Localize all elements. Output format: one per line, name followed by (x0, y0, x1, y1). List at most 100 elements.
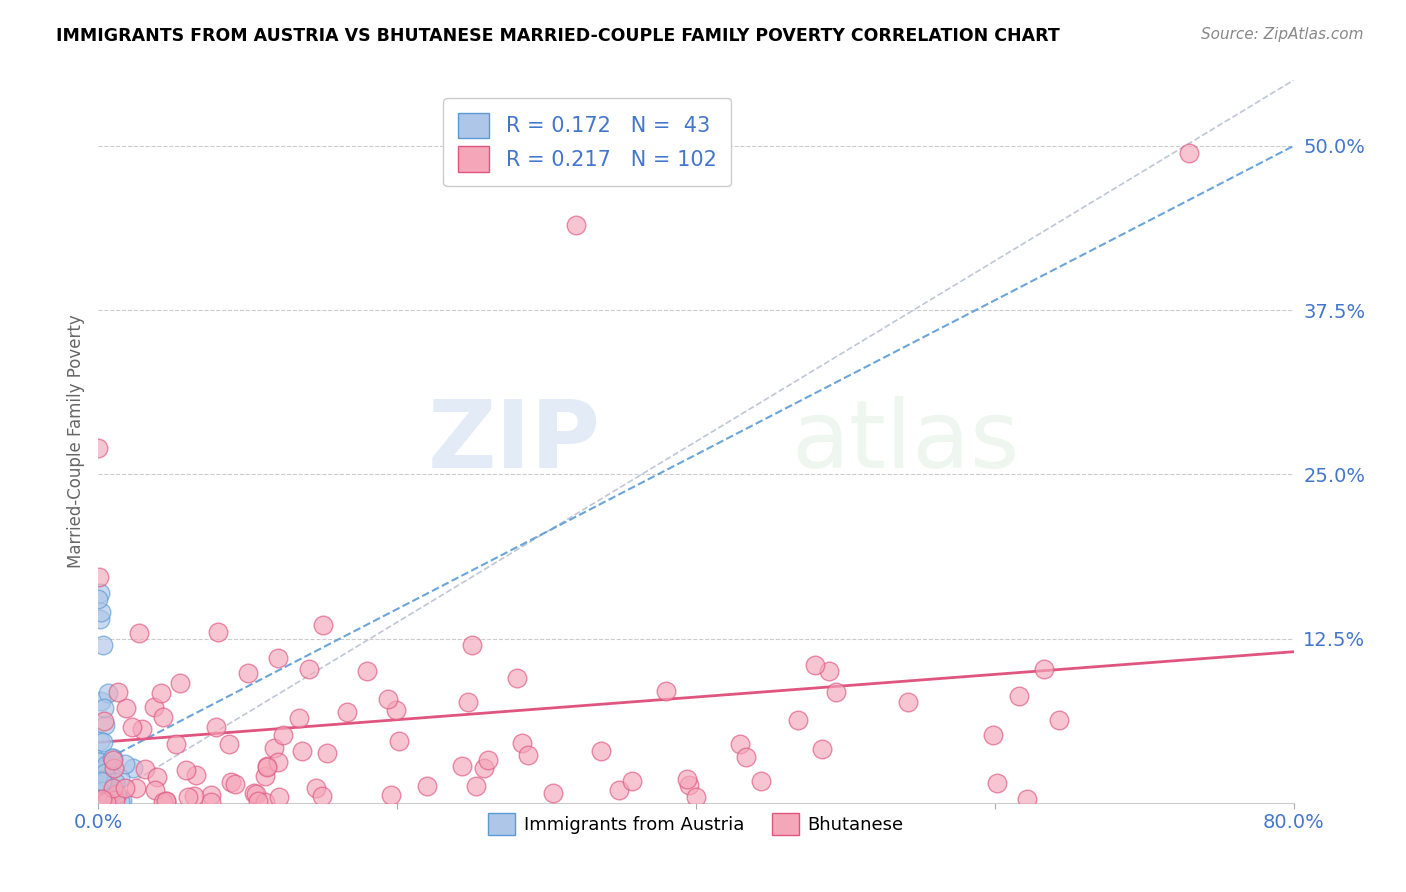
Point (93, 775, 115, 789)
Point (986, 775, 1008, 789)
Point (90, 778, 112, 792)
Point (245, 788, 267, 802)
Point (380, 788, 402, 802)
Point (224, 777, 246, 791)
Point (94, 766, 117, 780)
Point (336, 705, 359, 719)
Point (183, 789, 205, 804)
Point (90, 778, 112, 792)
Point (200, 789, 222, 803)
Point (134, 762, 156, 776)
Point (97, 686, 120, 700)
Point (97, 789, 120, 804)
Point (91, 783, 114, 797)
Point (165, 738, 187, 752)
Point (87, 754, 110, 768)
Point (87, 441, 110, 455)
Point (91, 778, 114, 792)
Point (451, 759, 474, 773)
Point (804, 657, 827, 672)
Point (98, 781, 121, 796)
Point (93, 718, 115, 732)
Point (186, 767, 208, 781)
Legend: Immigrants from Austria, Bhutanese: Immigrants from Austria, Bhutanese (479, 805, 912, 845)
Point (311, 618, 333, 632)
Point (169, 675, 191, 690)
Point (94, 758, 117, 772)
Point (146, 770, 169, 784)
Point (89, 734, 111, 748)
Point (356, 665, 378, 679)
Point (89, 768, 111, 782)
Point (155, 794, 177, 808)
Point (243, 786, 266, 800)
Point (105, 787, 128, 801)
Point (200, 795, 222, 809)
Point (93, 791, 115, 805)
Point (254, 796, 277, 810)
Point (728, 737, 751, 751)
Point (207, 625, 229, 640)
Point (787, 713, 810, 727)
Point (219, 775, 242, 789)
Point (288, 711, 311, 725)
Point (1008, 689, 1031, 703)
Point (96, 772, 118, 786)
Point (267, 790, 290, 805)
Point (457, 695, 479, 709)
Point (93, 796, 115, 810)
Point (152, 795, 174, 809)
Point (477, 753, 499, 767)
Point (177, 789, 200, 804)
Point (89, 783, 111, 797)
Point (101, 751, 124, 765)
Point (87, 778, 110, 792)
Point (474, 761, 496, 775)
Point (305, 780, 328, 795)
Point (263, 741, 285, 756)
Point (749, 773, 772, 788)
Point (291, 744, 314, 758)
Point (267, 651, 290, 665)
Point (516, 747, 538, 762)
Point (104, 793, 127, 807)
Point (125, 780, 148, 795)
Point (655, 684, 678, 698)
Point (1017, 792, 1039, 806)
Point (811, 742, 834, 756)
Point (114, 756, 136, 771)
Point (89, 585, 111, 599)
Point (100, 751, 122, 765)
Point (103, 761, 125, 775)
Point (89, 570, 111, 584)
Point (93, 714, 115, 728)
Point (205, 720, 228, 734)
Point (90, 774, 112, 789)
Point (93, 774, 115, 789)
Point (108, 772, 131, 786)
Point (90, 763, 112, 777)
Point (565, 218, 588, 232)
Point (256, 759, 278, 773)
Point (267, 755, 290, 769)
Point (143, 699, 166, 714)
Point (108, 794, 131, 808)
Point (461, 638, 484, 652)
Point (246, 794, 269, 808)
Point (510, 736, 533, 750)
Point (87, 592, 110, 607)
Point (152, 710, 174, 724)
Point (298, 662, 321, 676)
Point (145, 783, 167, 797)
Point (897, 695, 920, 709)
Point (678, 778, 700, 792)
Text: Source: ZipAtlas.com: Source: ZipAtlas.com (1201, 27, 1364, 42)
Point (91, 735, 114, 749)
Point (91, 794, 114, 808)
Point (415, 779, 437, 793)
Point (121, 761, 143, 775)
Point (218, 737, 240, 751)
Point (676, 772, 699, 787)
Y-axis label: Married-Couple Family Poverty: Married-Couple Family Poverty (66, 315, 84, 568)
Point (94, 780, 117, 795)
